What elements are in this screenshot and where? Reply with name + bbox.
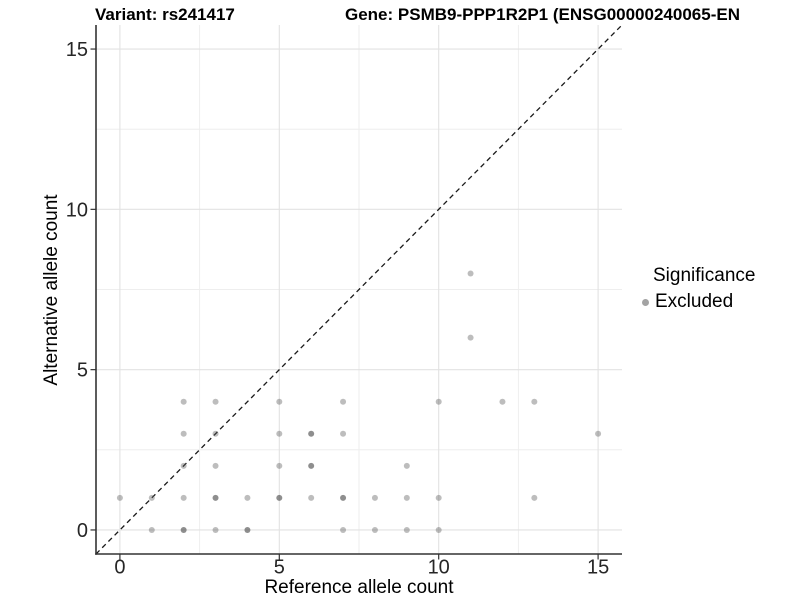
data-point <box>276 398 283 405</box>
data-point <box>435 526 442 533</box>
variant-title: Variant: rs241417 <box>95 5 235 24</box>
gene-title: Gene: PSMB9-PPP1R2P1 (ENSG00000240065-EN <box>345 5 740 24</box>
data-point <box>531 494 538 501</box>
data-point <box>212 494 219 501</box>
data-point <box>148 494 155 501</box>
data-point <box>435 494 442 501</box>
data-point <box>371 526 378 533</box>
data-point <box>340 526 347 533</box>
data-point <box>340 398 347 405</box>
data-point <box>180 494 187 501</box>
data-point <box>276 494 283 501</box>
legend-item: Excluded <box>642 291 755 313</box>
y-tick-label: 10 <box>66 199 88 221</box>
data-point <box>467 334 474 341</box>
y-tick-label: 15 <box>66 39 88 61</box>
data-point <box>244 494 251 501</box>
data-point <box>467 270 474 277</box>
data-point <box>180 398 187 405</box>
data-point <box>403 494 410 501</box>
x-tick-label: 15 <box>587 557 609 579</box>
data-point <box>499 398 506 405</box>
data-point <box>212 462 219 469</box>
legend: Significance Excluded <box>642 265 755 313</box>
data-point <box>212 526 219 533</box>
y-axis-title: Alternative allele count <box>41 194 62 386</box>
data-point <box>148 526 155 533</box>
data-point <box>180 462 187 469</box>
x-tick-label: 10 <box>428 557 450 579</box>
data-point <box>340 430 347 437</box>
legend-item-label: Excluded <box>655 291 734 312</box>
data-point <box>403 526 410 533</box>
legend-title: Significance <box>653 265 756 286</box>
data-point <box>308 430 315 437</box>
data-point <box>435 398 442 405</box>
x-tick-label: 5 <box>274 557 285 579</box>
data-point <box>403 462 410 469</box>
x-axis-title: Reference allele count <box>264 577 454 598</box>
data-point <box>308 462 315 469</box>
data-point <box>116 494 123 501</box>
data-point <box>244 526 251 533</box>
identity-line <box>95 24 623 555</box>
data-point <box>531 398 538 405</box>
data-point <box>180 526 187 533</box>
data-point <box>595 430 602 437</box>
data-point <box>340 494 347 501</box>
data-point <box>212 398 219 405</box>
legend-point-icon <box>642 298 649 306</box>
data-point <box>371 494 378 501</box>
data-point <box>308 494 315 501</box>
data-point <box>212 430 219 437</box>
y-tick-label: 5 <box>77 360 88 382</box>
x-tick-label: 0 <box>114 557 125 579</box>
data-point <box>276 462 283 469</box>
data-point <box>276 430 283 437</box>
y-tick-label: 0 <box>77 520 88 542</box>
data-point <box>180 430 187 437</box>
